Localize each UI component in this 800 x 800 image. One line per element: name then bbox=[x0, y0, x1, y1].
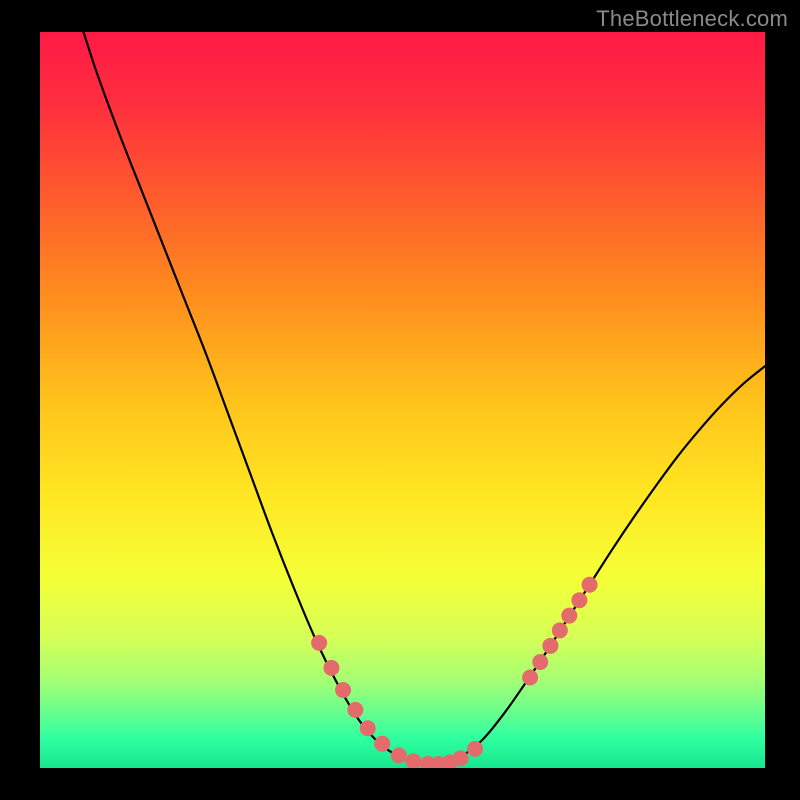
data-marker bbox=[571, 592, 587, 608]
data-marker bbox=[542, 638, 558, 654]
data-marker bbox=[532, 654, 548, 670]
plot-svg bbox=[40, 32, 765, 768]
data-marker bbox=[552, 622, 568, 638]
data-marker bbox=[311, 635, 327, 651]
watermark-text: TheBottleneck.com bbox=[596, 6, 788, 32]
data-marker bbox=[360, 720, 376, 736]
data-marker bbox=[335, 682, 351, 698]
gradient-background bbox=[40, 32, 765, 768]
data-marker bbox=[323, 660, 339, 676]
data-marker bbox=[374, 736, 390, 752]
data-marker bbox=[467, 741, 483, 757]
plot-area bbox=[40, 32, 765, 768]
data-marker bbox=[582, 577, 598, 593]
data-marker bbox=[522, 669, 538, 685]
data-marker bbox=[391, 747, 407, 763]
data-marker bbox=[561, 608, 577, 624]
data-marker bbox=[453, 750, 469, 766]
data-marker bbox=[347, 702, 363, 718]
